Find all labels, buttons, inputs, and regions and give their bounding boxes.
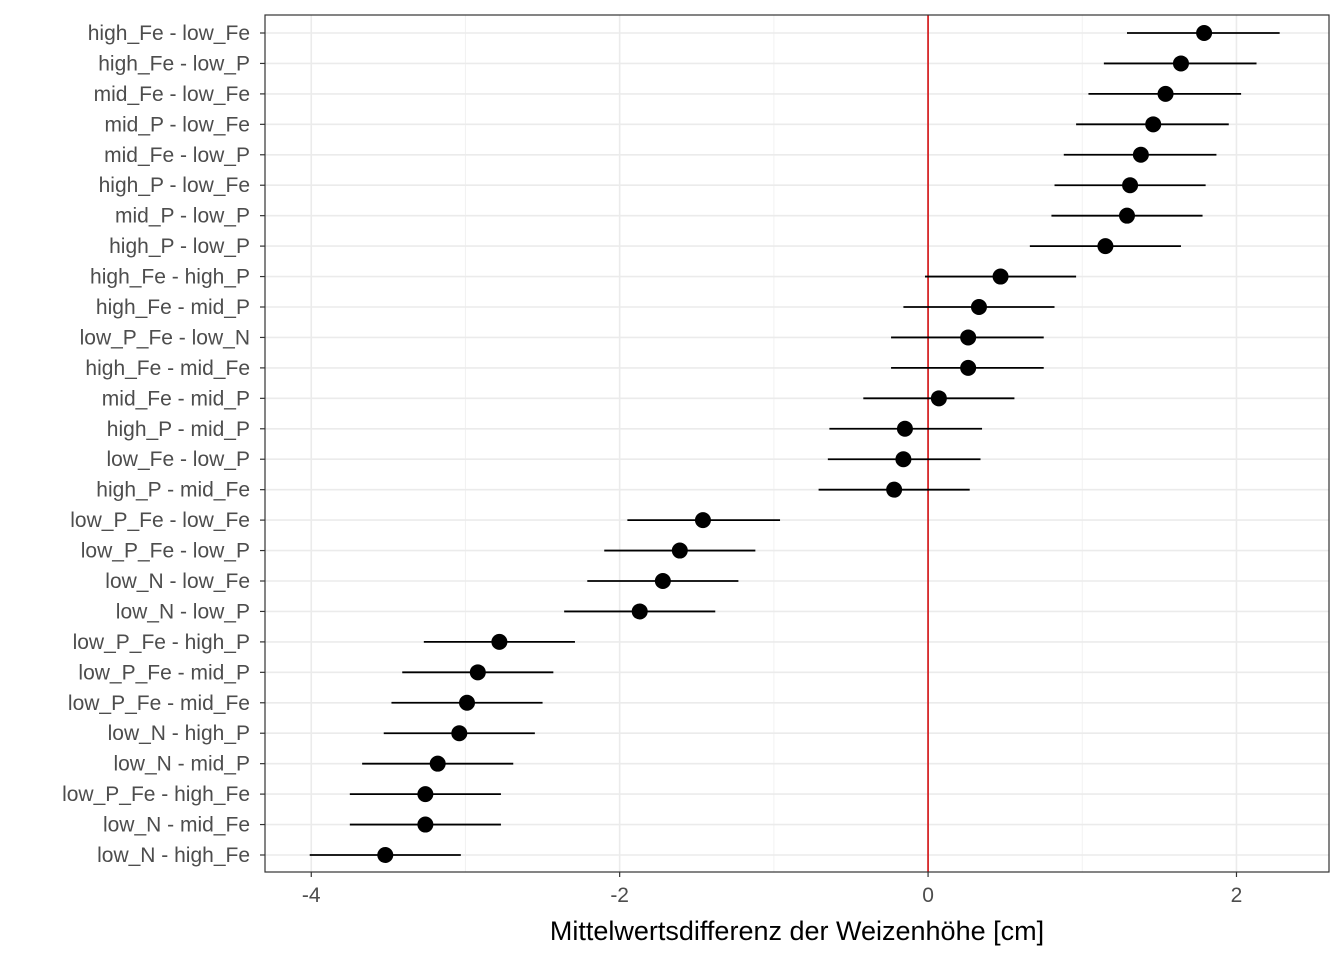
y-tick-label: high_Fe - mid_P — [96, 296, 250, 319]
y-tick-label: low_N - low_Fe — [105, 570, 250, 593]
y-tick-label: high_P - mid_Fe — [96, 479, 250, 502]
y-tick-label: low_P_Fe - mid_P — [78, 661, 250, 684]
estimate-point — [417, 786, 434, 803]
estimate-point — [1172, 55, 1189, 72]
estimate-point — [491, 633, 508, 650]
x-tick-label: 2 — [1231, 884, 1243, 907]
estimate-point — [1118, 207, 1135, 224]
estimate-point — [895, 451, 912, 468]
y-tick-label: high_P - low_P — [109, 235, 250, 258]
y-tick-label: high_P - low_Fe — [99, 174, 250, 197]
estimate-point — [671, 542, 688, 559]
estimate-point — [886, 481, 903, 498]
x-axis: -4 -2 0 2 — [302, 872, 1242, 907]
y-tick-label: low_P_Fe - low_N — [80, 326, 250, 349]
y-tick-label: low_P_Fe - low_Fe — [70, 509, 250, 532]
estimate-point — [631, 603, 648, 620]
y-tick-label: low_N - mid_P — [113, 753, 250, 776]
y-tick-label: mid_Fe - mid_P — [102, 387, 250, 410]
estimate-point — [1097, 238, 1114, 255]
estimate-point — [451, 725, 468, 742]
estimate-point — [1132, 146, 1149, 163]
estimate-point — [930, 390, 947, 407]
y-tick-label: low_N - low_P — [116, 600, 250, 623]
estimate-point — [960, 359, 977, 376]
y-tick-label: mid_Fe - low_Fe — [94, 83, 250, 106]
y-tick-label: low_P_Fe - high_P — [73, 631, 250, 654]
y-tick-label: low_N - high_Fe — [97, 844, 250, 867]
y-tick-label: mid_Fe - low_P — [104, 144, 250, 167]
estimate-point — [1157, 85, 1174, 102]
y-tick-label: low_P_Fe - mid_Fe — [68, 692, 250, 715]
estimate-point — [896, 420, 913, 437]
x-axis-title: Mittelwertsdifferenz der Weizenhöhe [cm] — [550, 916, 1044, 946]
estimate-point — [1196, 25, 1213, 41]
estimate-point — [429, 755, 446, 772]
y-tick-label: low_P_Fe - high_Fe — [62, 783, 250, 806]
estimate-point — [1122, 177, 1139, 194]
y-tick-label: low_P_Fe - low_P — [81, 540, 250, 563]
estimate-point — [1145, 116, 1162, 133]
estimate-point — [469, 664, 486, 681]
x-tick-label: -2 — [610, 884, 629, 907]
y-axis: high_Fe - low_Fe high_Fe - low_P mid_Fe - … — [62, 22, 265, 867]
y-tick-label: mid_P - low_Fe — [104, 113, 250, 136]
y-tick-label: high_Fe - mid_Fe — [85, 357, 250, 380]
estimate-point — [970, 299, 987, 315]
x-tick-label: 0 — [922, 884, 934, 907]
estimate-point — [377, 847, 394, 863]
y-tick-label: mid_P - low_P — [115, 205, 250, 228]
y-tick-label: low_N - mid_Fe — [103, 814, 250, 837]
estimate-point — [694, 512, 711, 529]
y-tick-label: high_Fe - low_P — [98, 52, 250, 75]
y-tick-label: high_P - mid_P — [107, 418, 250, 441]
y-tick-label: high_Fe - high_P — [90, 266, 250, 289]
y-tick-label: low_Fe - low_P — [106, 448, 250, 471]
estimate-point — [459, 694, 476, 711]
y-tick-label: low_N - high_P — [108, 722, 250, 745]
estimate-point — [992, 268, 1009, 285]
estimate-point — [417, 816, 434, 833]
x-tick-label: -4 — [302, 884, 321, 907]
estimate-point — [654, 573, 671, 589]
panel-border — [264, 14, 1330, 873]
y-tick-label: high_Fe - low_Fe — [88, 22, 250, 45]
interval-marks — [309, 25, 1280, 863]
estimate-point — [960, 329, 977, 346]
